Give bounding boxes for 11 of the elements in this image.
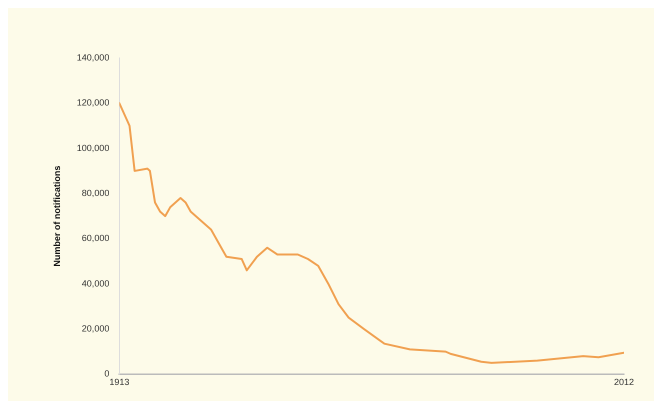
y-tick-label: 60,000 (82, 233, 110, 244)
x-tick-label: 2012 (614, 377, 634, 388)
y-tick-label: 140,000 (76, 52, 110, 62)
y-axis-title: Number of notifications (52, 166, 62, 267)
y-tick-label: 120,000 (76, 98, 110, 108)
y-tick-label: 0 (104, 368, 110, 379)
x-tick-label: 1913 (109, 377, 130, 388)
y-tick-label: 80,000 (82, 188, 110, 198)
y-tick-label: 20,000 (82, 324, 110, 334)
y-tick-label: 40,000 (82, 278, 110, 288)
y-tick-label: 100,000 (76, 142, 110, 153)
